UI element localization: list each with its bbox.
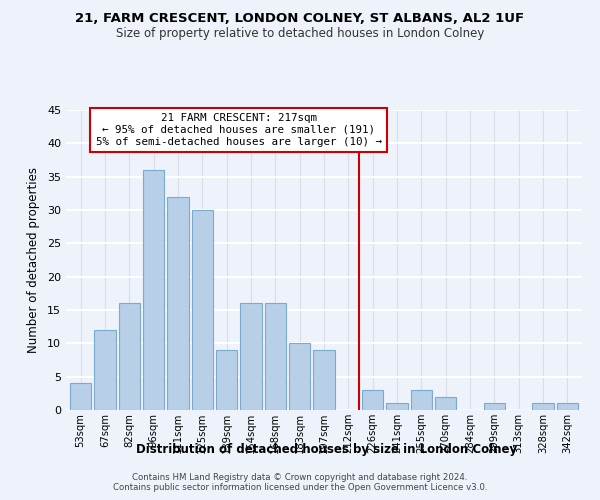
Text: 21 FARM CRESCENT: 217sqm
← 95% of detached houses are smaller (191)
5% of semi-d: 21 FARM CRESCENT: 217sqm ← 95% of detach…	[96, 114, 382, 146]
Text: Size of property relative to detached houses in London Colney: Size of property relative to detached ho…	[116, 28, 484, 40]
Bar	[216, 350, 238, 410]
Bar	[240, 304, 262, 410]
Bar	[362, 390, 383, 410]
Bar	[70, 384, 91, 410]
Text: 21, FARM CRESCENT, LONDON COLNEY, ST ALBANS, AL2 1UF: 21, FARM CRESCENT, LONDON COLNEY, ST ALB…	[76, 12, 524, 26]
Y-axis label: Number of detached properties: Number of detached properties	[27, 167, 40, 353]
Bar	[143, 170, 164, 410]
Bar	[484, 404, 505, 410]
Text: Distribution of detached houses by size in London Colney: Distribution of detached houses by size …	[136, 442, 518, 456]
Text: Contains public sector information licensed under the Open Government Licence v3: Contains public sector information licen…	[113, 482, 487, 492]
Bar	[557, 404, 578, 410]
Bar	[313, 350, 335, 410]
Bar	[410, 390, 432, 410]
Bar	[386, 404, 408, 410]
Bar	[191, 210, 213, 410]
Bar	[435, 396, 457, 410]
Bar	[532, 404, 554, 410]
Text: Contains HM Land Registry data © Crown copyright and database right 2024.: Contains HM Land Registry data © Crown c…	[132, 472, 468, 482]
Bar	[94, 330, 116, 410]
Bar	[265, 304, 286, 410]
Bar	[289, 344, 310, 410]
Bar	[167, 196, 188, 410]
Bar	[119, 304, 140, 410]
